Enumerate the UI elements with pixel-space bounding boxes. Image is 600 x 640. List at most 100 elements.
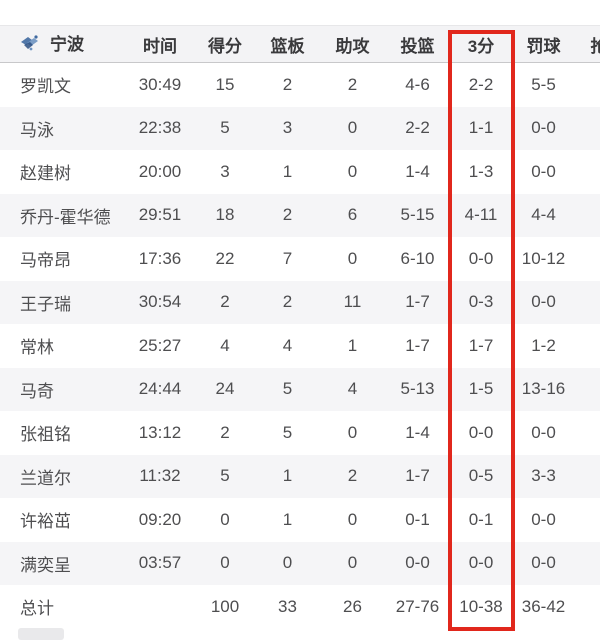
cell-three-pointers: 0-0 [468,553,494,573]
cell-player-name: 乔丹-霍华德 [20,207,111,227]
cell-player-name: 王子瑞 [20,294,71,314]
cell-player-name: 许裕茁 [20,512,71,532]
cell-steals-clipped [575,281,600,325]
team-stats-table: 宁波 时间 得分 篮板 助攻 投篮 3分 罚球 抢断 罗凯文 30:49 15 … [0,25,600,629]
cell-steals-clipped [575,411,600,455]
team-logo-icon [21,35,38,51]
cell-steals-clipped [575,542,600,586]
cell-field-goals: 0-0 [405,553,430,573]
cell-free-throws: 0-0 [531,422,556,442]
cell-points: 3 [220,161,230,181]
cell-player-name: 马泳 [20,120,54,140]
cell-free-throws: 0-0 [531,118,556,138]
team-name: 宁波 [50,35,84,55]
cell-three-pointers: 0-0 [468,248,494,268]
cell-time: 25:27 [138,335,182,355]
cell-rebounds: 5 [282,422,293,442]
cell-points: 24 [215,379,235,399]
cell-three-pointers: 1-7 [468,335,494,355]
cell-field-goals: 5-13 [400,379,435,399]
cell-assists: 0 [347,553,358,573]
cell-free-throws: 4-4 [531,205,556,225]
cell-points: 100 [210,596,240,616]
cell-points: 0 [220,553,230,573]
player-row: 满奕呈 03:57 0 0 0 0-0 0-0 0-0 [0,541,600,586]
cell-player-name: 马奇 [20,381,54,401]
cell-points: 22 [215,248,235,268]
cell-free-throws: 0-0 [531,292,556,312]
cell-assists: 6 [347,205,358,225]
stats-table-header: 宁波 时间 得分 篮板 助攻 投篮 3分 罚球 抢断 [0,25,600,63]
cell-points: 5 [220,118,230,138]
cell-steals-clipped [575,63,600,107]
cell-assists: 0 [347,118,358,138]
cell-player-name: 罗凯文 [20,77,71,97]
cell-three-pointers: 0-1 [468,509,494,529]
cell-rebounds: 7 [282,248,293,268]
cell-three-pointers: 1-1 [468,118,494,138]
col-header-assists: 助攻 [320,25,385,63]
cell-field-goals: 1-7 [405,466,430,486]
cell-rebounds: 3 [282,118,293,138]
cell-steals-clipped [575,237,600,281]
cell-time: 24:44 [138,379,182,399]
cell-free-throws: 10-12 [521,248,566,268]
cell-three-pointers: 4-11 [464,205,498,225]
totals-row: 总计 100 33 26 27-76 10-38 36-42 [0,585,600,629]
cell-steals-clipped [575,498,600,542]
col-header-time: 时间 [125,25,195,63]
player-row: 兰道尔 11:32 5 1 2 1-7 0-5 3-3 [0,454,600,498]
cell-assists: 26 [343,596,362,616]
cell-assists: 0 [347,248,358,268]
cell-points: 2 [220,292,230,312]
cell-free-throws: 0-0 [531,161,556,181]
cell-time: 29:51 [138,205,182,225]
cell-three-pointers: 0-0 [468,422,494,442]
cell-rebounds: 5 [282,379,293,399]
cell-player-name: 兰道尔 [20,468,71,488]
cell-points: 15 [215,74,235,94]
cell-assists: 2 [347,74,358,94]
cell-time: 22:38 [138,118,182,138]
cell-three-pointers: 10-38 [459,596,503,616]
cell-assists: 1 [347,335,358,355]
cell-assists: 2 [347,466,358,486]
cell-time: 11:32 [139,466,181,486]
cell-time: 03:57 [138,553,182,573]
cell-time: 17:36 [138,248,182,268]
cell-player-name: 马帝昂 [20,251,71,271]
cell-three-pointers: 0-5 [468,466,494,486]
cell-time: 30:54 [138,292,182,312]
cell-assists: 0 [347,161,358,181]
cell-rebounds: 1 [282,509,293,529]
team-header-cell: 宁波 [0,25,125,63]
cell-free-throws: 5-5 [531,74,556,94]
cell-free-throws: 36-42 [521,596,566,616]
player-row: 马帝昂 17:36 22 7 0 6-10 0-0 10-12 [0,237,600,281]
col-header-points: 得分 [195,25,255,63]
cell-points: 5 [220,466,230,486]
cell-player-name: 满奕呈 [20,555,71,575]
col-header-field-goals: 投篮 [385,25,450,63]
cell-rebounds: 1 [282,466,293,486]
cell-steals-clipped [575,585,600,629]
col-header-free-throws: 罚球 [512,25,575,63]
cell-field-goals: 0-1 [405,509,430,529]
cell-rebounds: 0 [282,553,293,573]
player-row: 罗凯文 30:49 15 2 2 4-6 2-2 5-5 [0,63,600,107]
cell-field-goals: 1-4 [405,422,430,442]
cell-points: 0 [220,509,230,529]
col-header-rebounds: 篮板 [255,25,320,63]
cell-field-goals: 1-7 [405,335,430,355]
cell-rebounds: 2 [282,292,293,312]
cell-steals-clipped [575,150,600,194]
cell-free-throws: 1-2 [531,335,556,355]
cell-player-name: 赵建树 [20,164,71,184]
cell-steals-clipped [575,324,600,368]
player-row: 赵建树 20:00 3 1 0 1-4 1-3 0-0 [0,150,600,194]
cell-free-throws: 0-0 [531,509,556,529]
cell-rebounds: 33 [278,596,297,616]
cell-steals-clipped [575,368,600,412]
cell-assists: 0 [347,509,358,529]
player-row: 王子瑞 30:54 2 2 11 1-7 0-3 0-0 [0,280,600,325]
